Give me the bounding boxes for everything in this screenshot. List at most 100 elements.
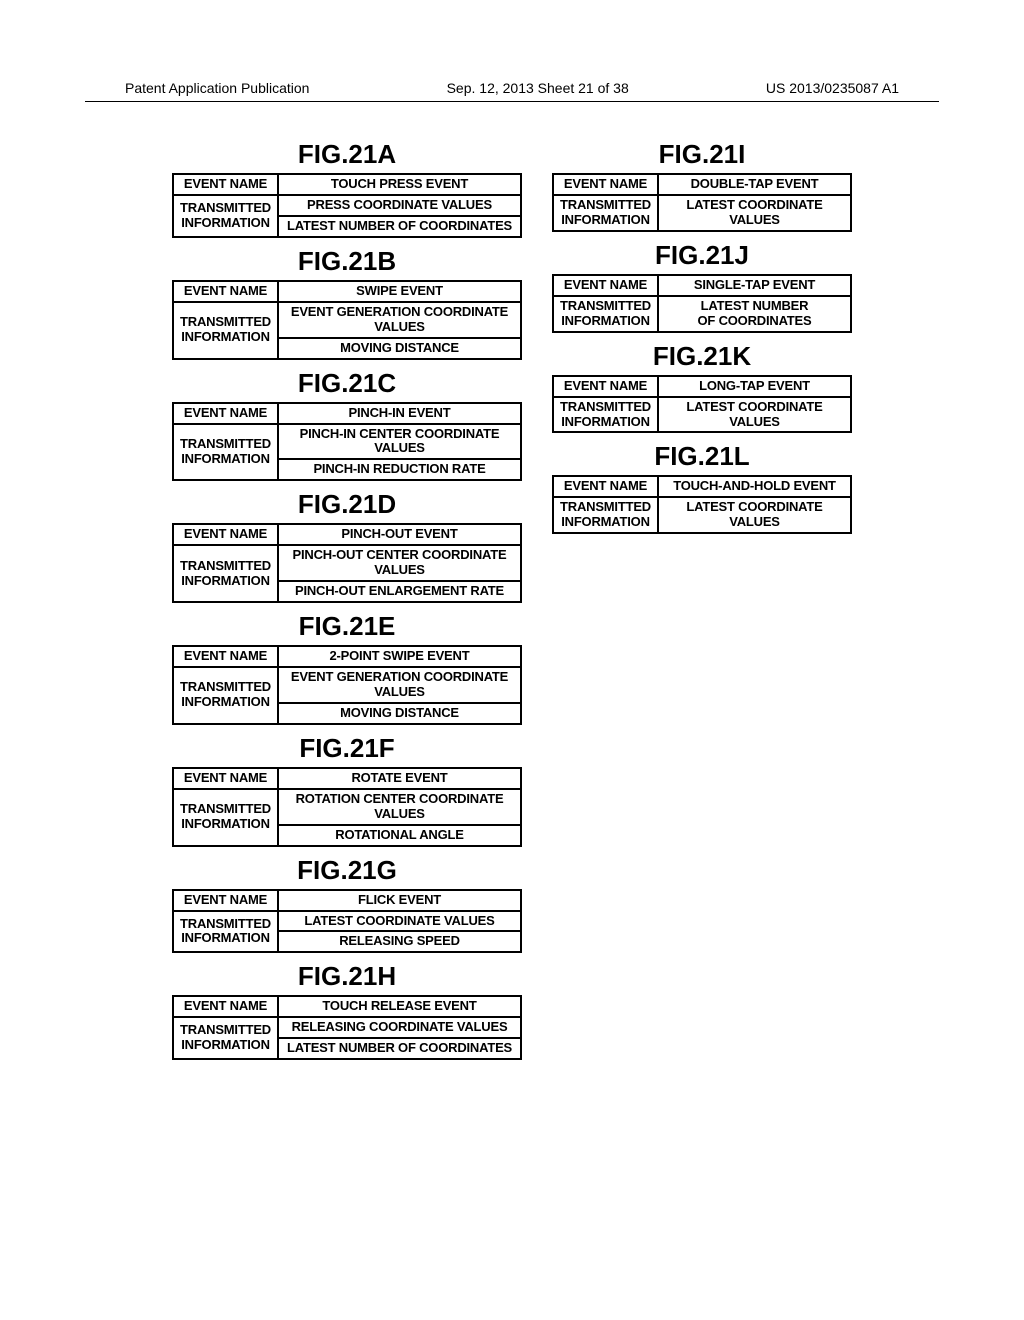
figure-block: FIG.21BEVENT NAMESWIPE EVENTTRANSMITTEDI… xyxy=(172,244,522,360)
event-name-value: 2-POINT SWIPE EVENT xyxy=(278,646,521,667)
label-transmitted-info: TRANSMITTEDINFORMATION xyxy=(173,545,278,602)
label-event-name: EVENT NAME xyxy=(553,476,658,497)
figure-block: FIG.21LEVENT NAMETOUCH-AND-HOLD EVENTTRA… xyxy=(552,439,852,534)
figure-title: FIG.21D xyxy=(172,489,522,520)
transmitted-info-value: LATEST COORDINATE VALUES xyxy=(278,911,521,932)
transmitted-info-value: ROTATIONAL ANGLE xyxy=(278,825,521,846)
event-table: EVENT NAMEPINCH-OUT EVENTTRANSMITTEDINFO… xyxy=(172,523,522,603)
event-name-value: TOUCH RELEASE EVENT xyxy=(278,996,521,1017)
event-name-value: LONG-TAP EVENT xyxy=(658,376,851,397)
left-column: FIG.21AEVENT NAMETOUCH PRESS EVENTTRANSM… xyxy=(172,137,522,1066)
label-event-name: EVENT NAME xyxy=(173,403,278,424)
transmitted-info-value: PINCH-OUT ENLARGEMENT RATE xyxy=(278,581,521,602)
transmitted-info-value: PINCH-IN REDUCTION RATE xyxy=(278,459,521,480)
figure-title: FIG.21I xyxy=(552,139,852,170)
figure-title: FIG.21E xyxy=(172,611,522,642)
figure-title: FIG.21H xyxy=(172,961,522,992)
figure-block: FIG.21KEVENT NAMELONG-TAP EVENTTRANSMITT… xyxy=(552,339,852,434)
label-event-name: EVENT NAME xyxy=(173,281,278,302)
figure-block: FIG.21AEVENT NAMETOUCH PRESS EVENTTRANSM… xyxy=(172,137,522,238)
event-name-value: TOUCH-AND-HOLD EVENT xyxy=(658,476,851,497)
figure-block: FIG.21EEVENT NAME2-POINT SWIPE EVENTTRAN… xyxy=(172,609,522,725)
header-rule xyxy=(85,101,939,102)
event-table: EVENT NAMEROTATE EVENTTRANSMITTEDINFORMA… xyxy=(172,767,522,847)
event-name-value: TOUCH PRESS EVENT xyxy=(278,174,521,195)
label-event-name: EVENT NAME xyxy=(173,646,278,667)
label-transmitted-info: TRANSMITTEDINFORMATION xyxy=(553,397,658,433)
transmitted-info-value: RELEASING COORDINATE VALUES xyxy=(278,1017,521,1038)
transmitted-info-value: LATEST NUMBER OF COORDINATES xyxy=(278,216,521,237)
label-transmitted-info: TRANSMITTEDINFORMATION xyxy=(173,911,278,953)
event-table: EVENT NAMETOUCH-AND-HOLD EVENTTRANSMITTE… xyxy=(552,475,852,534)
event-name-value: PINCH-OUT EVENT xyxy=(278,524,521,545)
figure-title: FIG.21B xyxy=(172,246,522,277)
right-column: FIG.21IEVENT NAMEDOUBLE-TAP EVENTTRANSMI… xyxy=(552,137,852,1066)
figure-block: FIG.21CEVENT NAMEPINCH-IN EVENTTRANSMITT… xyxy=(172,366,522,482)
label-transmitted-info: TRANSMITTEDINFORMATION xyxy=(173,195,278,237)
figure-block: FIG.21FEVENT NAMEROTATE EVENTTRANSMITTED… xyxy=(172,731,522,847)
label-transmitted-info: TRANSMITTEDINFORMATION xyxy=(173,424,278,481)
event-table: EVENT NAMETOUCH PRESS EVENTTRANSMITTEDIN… xyxy=(172,173,522,238)
header-center: Sep. 12, 2013 Sheet 21 of 38 xyxy=(447,80,629,96)
event-name-value: FLICK EVENT xyxy=(278,890,521,911)
event-name-value: DOUBLE-TAP EVENT xyxy=(658,174,851,195)
transmitted-info-value: LATEST COORDINATEVALUES xyxy=(658,397,851,433)
event-name-value: ROTATE EVENT xyxy=(278,768,521,789)
label-transmitted-info: TRANSMITTEDINFORMATION xyxy=(173,667,278,724)
event-table: EVENT NAMESINGLE-TAP EVENTTRANSMITTEDINF… xyxy=(552,274,852,333)
figure-block: FIG.21GEVENT NAMEFLICK EVENTTRANSMITTEDI… xyxy=(172,853,522,954)
transmitted-info-value: LATEST COORDINATEVALUES xyxy=(658,195,851,231)
label-event-name: EVENT NAME xyxy=(173,996,278,1017)
figure-columns: FIG.21AEVENT NAMETOUCH PRESS EVENTTRANSM… xyxy=(85,137,939,1066)
event-table: EVENT NAMEFLICK EVENTTRANSMITTEDINFORMAT… xyxy=(172,889,522,954)
label-event-name: EVENT NAME xyxy=(173,524,278,545)
header-right: US 2013/0235087 A1 xyxy=(766,80,899,96)
event-table: EVENT NAMELONG-TAP EVENTTRANSMITTEDINFOR… xyxy=(552,375,852,434)
transmitted-info-value: EVENT GENERATION COORDINATE VALUES xyxy=(278,302,521,338)
event-table: EVENT NAMEPINCH-IN EVENTTRANSMITTEDINFOR… xyxy=(172,402,522,482)
label-transmitted-info: TRANSMITTEDINFORMATION xyxy=(553,296,658,332)
label-transmitted-info: TRANSMITTEDINFORMATION xyxy=(173,1017,278,1059)
header-left: Patent Application Publication xyxy=(125,80,309,96)
figure-title: FIG.21C xyxy=(172,368,522,399)
transmitted-info-value: MOVING DISTANCE xyxy=(278,703,521,724)
event-name-value: SWIPE EVENT xyxy=(278,281,521,302)
event-table: EVENT NAMETOUCH RELEASE EVENTTRANSMITTED… xyxy=(172,995,522,1060)
label-transmitted-info: TRANSMITTEDINFORMATION xyxy=(173,789,278,846)
figure-title: FIG.21A xyxy=(172,139,522,170)
figure-block: FIG.21HEVENT NAMETOUCH RELEASE EVENTTRAN… xyxy=(172,959,522,1060)
transmitted-info-value: LATEST NUMBER OF COORDINATES xyxy=(278,1038,521,1059)
label-transmitted-info: TRANSMITTEDINFORMATION xyxy=(553,195,658,231)
figure-block: FIG.21DEVENT NAMEPINCH-OUT EVENTTRANSMIT… xyxy=(172,487,522,603)
label-event-name: EVENT NAME xyxy=(173,174,278,195)
label-transmitted-info: TRANSMITTEDINFORMATION xyxy=(553,497,658,533)
transmitted-info-value: RELEASING SPEED xyxy=(278,931,521,952)
figure-title: FIG.21J xyxy=(552,240,852,271)
figure-title: FIG.21L xyxy=(552,441,852,472)
label-transmitted-info: TRANSMITTEDINFORMATION xyxy=(173,302,278,359)
event-table: EVENT NAMEDOUBLE-TAP EVENTTRANSMITTEDINF… xyxy=(552,173,852,232)
figure-title: FIG.21K xyxy=(552,341,852,372)
transmitted-info-value: PINCH-OUT CENTER COORDINATE VALUES xyxy=(278,545,521,581)
transmitted-info-value: MOVING DISTANCE xyxy=(278,338,521,359)
transmitted-info-value: LATEST COORDINATEVALUES xyxy=(658,497,851,533)
event-name-value: SINGLE-TAP EVENT xyxy=(658,275,851,296)
transmitted-info-value: PRESS COORDINATE VALUES xyxy=(278,195,521,216)
transmitted-info-value: ROTATION CENTER COORDINATE VALUES xyxy=(278,789,521,825)
label-event-name: EVENT NAME xyxy=(553,174,658,195)
label-event-name: EVENT NAME xyxy=(173,768,278,789)
label-event-name: EVENT NAME xyxy=(553,275,658,296)
event-table: EVENT NAMESWIPE EVENTTRANSMITTEDINFORMAT… xyxy=(172,280,522,360)
event-table: EVENT NAME2-POINT SWIPE EVENTTRANSMITTED… xyxy=(172,645,522,725)
transmitted-info-value: EVENT GENERATION COORDINATE VALUES xyxy=(278,667,521,703)
figure-block: FIG.21IEVENT NAMEDOUBLE-TAP EVENTTRANSMI… xyxy=(552,137,852,232)
transmitted-info-value: LATEST NUMBEROF COORDINATES xyxy=(658,296,851,332)
label-event-name: EVENT NAME xyxy=(173,890,278,911)
figure-block: FIG.21JEVENT NAMESINGLE-TAP EVENTTRANSMI… xyxy=(552,238,852,333)
figure-title: FIG.21G xyxy=(172,855,522,886)
label-event-name: EVENT NAME xyxy=(553,376,658,397)
event-name-value: PINCH-IN EVENT xyxy=(278,403,521,424)
figure-title: FIG.21F xyxy=(172,733,522,764)
page-header: Patent Application Publication Sep. 12, … xyxy=(85,80,939,96)
transmitted-info-value: PINCH-IN CENTER COORDINATE VALUES xyxy=(278,424,521,460)
